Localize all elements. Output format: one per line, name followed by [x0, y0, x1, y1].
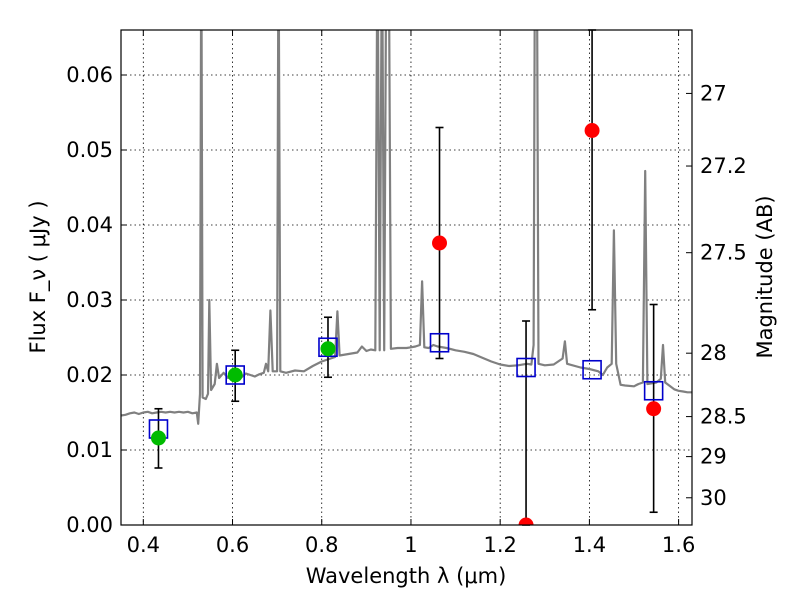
y-axis-ticks: 0.00 0.01 0.02 0.03 0.04 0.05 0.06: [66, 63, 127, 537]
x-tick-label: 1: [404, 533, 417, 557]
x-tick-label: 0.6: [216, 533, 249, 557]
x-tick-label: 1.2: [483, 533, 516, 557]
observed-flux-point: [150, 430, 166, 446]
y-tick-label: 0.05: [66, 138, 113, 162]
spectrum-line: [121, 30, 692, 425]
x-axis-label: Wavelength λ (μm): [306, 564, 507, 588]
x-tick-label: 0.4: [127, 533, 160, 557]
model-flux-square: [429, 332, 450, 353]
y-axis-label: Flux F_ν ( μJy ): [26, 200, 51, 353]
observed-flux-point: [584, 123, 600, 138]
model-flux-square: [582, 359, 602, 380]
y2-axis-ticks: 27 27.2 27.5 28 28.5 29 30: [686, 81, 747, 510]
y2-tick-label: 27.2: [700, 154, 747, 178]
observed-flux-point: [227, 367, 243, 383]
y-tick-label: 0.01: [66, 438, 113, 462]
x-tick-label: 1.6: [662, 533, 695, 557]
observed-flux-point: [432, 235, 448, 251]
model-flux-square: [643, 380, 664, 401]
y-tick-label: 0.02: [66, 363, 113, 387]
plot-frame: [120, 29, 693, 526]
x-tick-label: 1.4: [573, 533, 606, 557]
y-tick-label: 0.03: [66, 288, 113, 312]
grid-lines: [121, 30, 692, 526]
y2-tick-label: 27: [700, 81, 727, 105]
y-tick-label: 0.04: [66, 213, 113, 237]
y2-tick-label: 27.5: [700, 241, 747, 265]
y2-tick-label: 28.5: [700, 405, 747, 429]
observed-flux-point: [646, 401, 662, 417]
model-flux-square: [516, 357, 536, 378]
x-tick-label: 0.8: [305, 533, 338, 557]
y-tick-label: 0.00: [66, 513, 113, 537]
model-flux-square: [225, 365, 245, 385]
x-axis-ticks: 0.4 0.6 0.8 1 1.2 1.4 1.6: [127, 30, 695, 557]
y-tick-label: 0.06: [66, 63, 113, 87]
y2-axis-label: Magnitude (AB): [753, 195, 777, 358]
observed-flux-point: [320, 341, 336, 357]
plot-area: [121, 29, 692, 526]
y2-tick-label: 29: [700, 445, 727, 469]
observed-flux-point: [518, 517, 534, 525]
y2-tick-label: 28: [700, 341, 727, 365]
y2-tick-label: 30: [700, 486, 727, 510]
